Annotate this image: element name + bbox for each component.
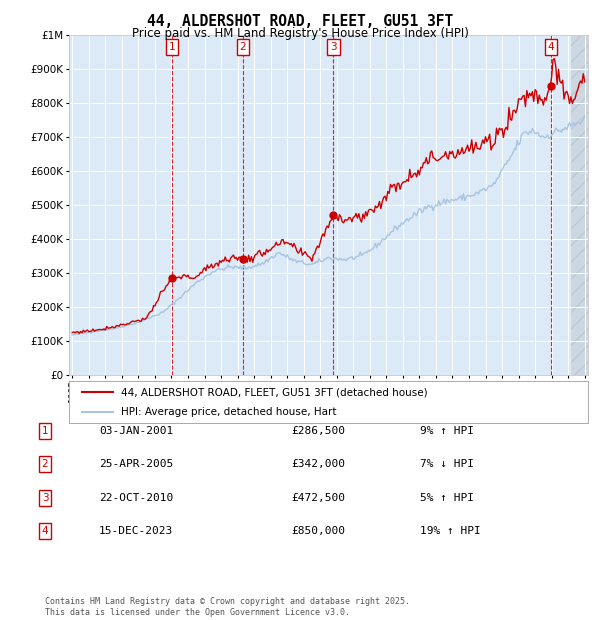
Text: HPI: Average price, detached house, Hart: HPI: Average price, detached house, Hart <box>121 407 337 417</box>
Text: 3: 3 <box>330 42 337 52</box>
Text: £342,000: £342,000 <box>291 459 345 469</box>
Text: 9% ↑ HPI: 9% ↑ HPI <box>420 426 474 436</box>
Text: 22-OCT-2010: 22-OCT-2010 <box>99 493 173 503</box>
Text: 44, ALDERSHOT ROAD, FLEET, GU51 3FT (detached house): 44, ALDERSHOT ROAD, FLEET, GU51 3FT (det… <box>121 387 428 397</box>
Text: £286,500: £286,500 <box>291 426 345 436</box>
Text: 1: 1 <box>169 42 175 52</box>
Text: 19% ↑ HPI: 19% ↑ HPI <box>420 526 481 536</box>
Text: £850,000: £850,000 <box>291 526 345 536</box>
Text: Price paid vs. HM Land Registry's House Price Index (HPI): Price paid vs. HM Land Registry's House … <box>131 27 469 40</box>
Text: 03-JAN-2001: 03-JAN-2001 <box>99 426 173 436</box>
Text: 4: 4 <box>548 42 554 52</box>
Text: 25-APR-2005: 25-APR-2005 <box>99 459 173 469</box>
Text: 7% ↓ HPI: 7% ↓ HPI <box>420 459 474 469</box>
Text: 4: 4 <box>41 526 49 536</box>
Text: 5% ↑ HPI: 5% ↑ HPI <box>420 493 474 503</box>
Text: £472,500: £472,500 <box>291 493 345 503</box>
Text: 1: 1 <box>41 426 49 436</box>
Text: 2: 2 <box>239 42 246 52</box>
Bar <box>571 35 592 375</box>
Text: 2: 2 <box>41 459 49 469</box>
Text: 3: 3 <box>41 493 49 503</box>
Text: 44, ALDERSHOT ROAD, FLEET, GU51 3FT: 44, ALDERSHOT ROAD, FLEET, GU51 3FT <box>147 14 453 29</box>
Text: 15-DEC-2023: 15-DEC-2023 <box>99 526 173 536</box>
Text: Contains HM Land Registry data © Crown copyright and database right 2025.
This d: Contains HM Land Registry data © Crown c… <box>45 598 410 617</box>
